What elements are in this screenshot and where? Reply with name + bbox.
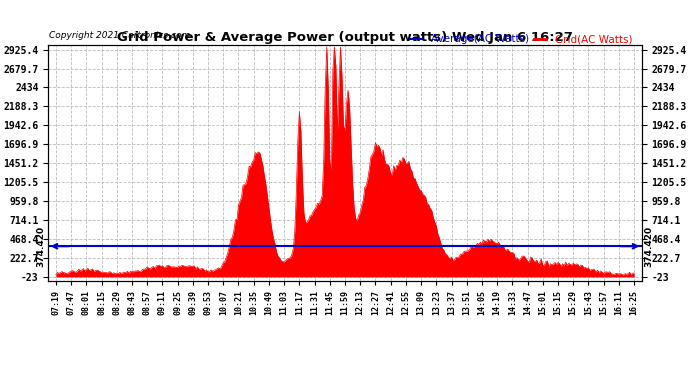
Title: Grid Power & Average Power (output watts) Wed Jan 6 16:27: Grid Power & Average Power (output watts… — [117, 31, 573, 44]
Text: Copyright 2021 Cartronics.com: Copyright 2021 Cartronics.com — [49, 31, 190, 40]
Text: 374.420: 374.420 — [644, 226, 653, 267]
Text: 374.420: 374.420 — [37, 226, 46, 267]
Legend: Average(AC Watts), Grid(AC Watts): Average(AC Watts), Grid(AC Watts) — [406, 30, 636, 48]
